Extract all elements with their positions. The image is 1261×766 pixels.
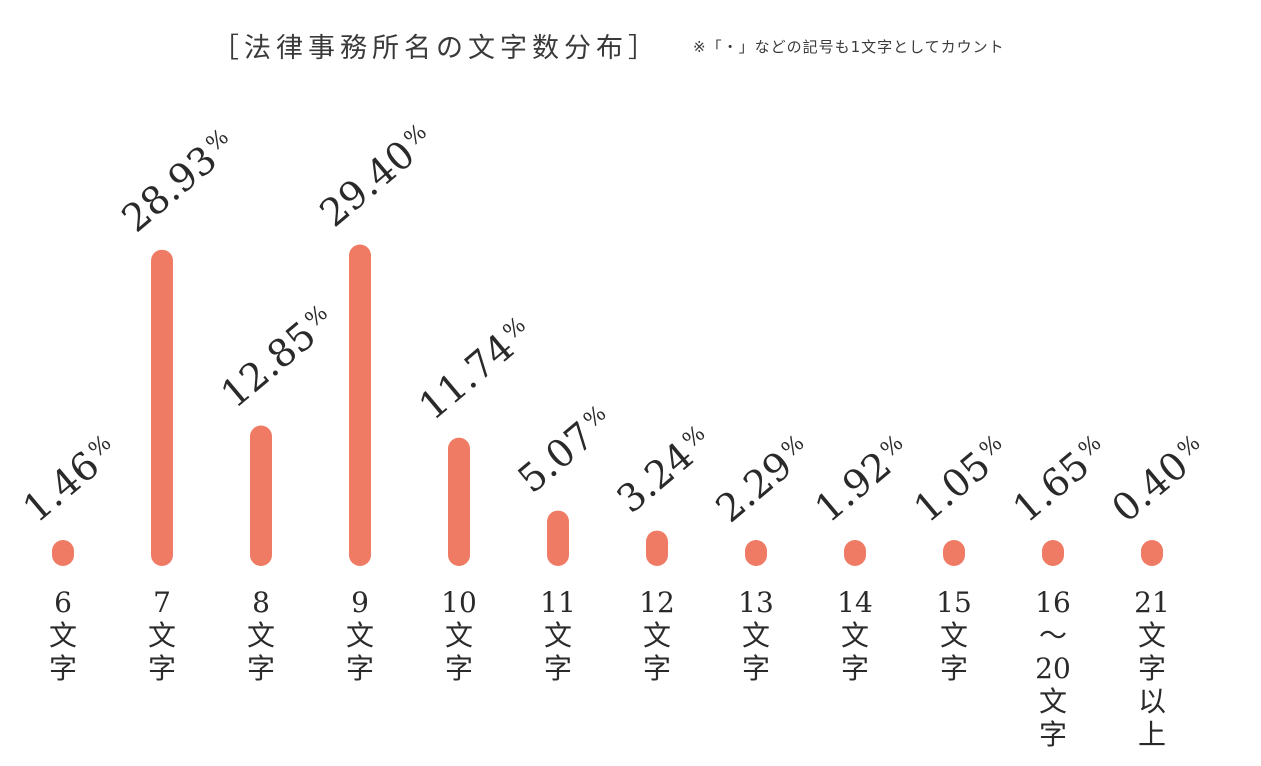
value-number: 11.74	[411, 325, 523, 429]
value-label-3: 29.40%	[312, 116, 442, 235]
value-label-2: 12.85%	[213, 297, 343, 416]
value-label-5: 5.07%	[510, 398, 621, 501]
bar-0	[52, 540, 74, 566]
value-label-6: 3.24%	[609, 418, 720, 521]
category-label-11: 21 文字以上	[1134, 586, 1170, 751]
bar-9	[943, 540, 965, 566]
value-label-10: 1.65%	[1005, 427, 1116, 530]
category-label-0: 6 文字	[49, 586, 77, 685]
category-label-2: 8 文字	[247, 586, 275, 685]
value-number: 12.85	[213, 313, 325, 417]
value-number: 29.40	[312, 132, 424, 236]
value-label-7: 2.29%	[708, 427, 819, 530]
bar-6	[646, 530, 668, 566]
value-label-1: 28.93%	[114, 122, 244, 241]
category-label-5: 11 文字	[540, 586, 576, 685]
value-number: 28.93	[114, 137, 226, 241]
bar-1	[151, 249, 173, 566]
bar-8	[844, 540, 866, 566]
bar-7	[745, 540, 767, 566]
category-label-1: 7 文字	[148, 586, 176, 685]
chart-note: ※「・」などの記号も1文字としてカウント	[693, 38, 1005, 56]
category-label-4: 10 文字	[441, 586, 477, 685]
value-label-11: 0.40%	[1104, 427, 1215, 530]
bar-4	[448, 437, 470, 566]
category-label-10: 16 〜 20 文字	[1035, 586, 1071, 751]
value-label-8: 1.92%	[807, 427, 918, 530]
category-label-9: 15 文字	[936, 586, 972, 685]
category-label-6: 12 文字	[639, 586, 675, 685]
bar-5	[547, 510, 569, 566]
bar-2	[250, 425, 272, 566]
chart-title: ［法律事務所名の文字数分布］	[212, 33, 660, 64]
bar-11	[1141, 540, 1163, 566]
bar-10	[1042, 540, 1064, 566]
category-label-8: 14 文字	[837, 586, 873, 685]
chart-header: ［法律事務所名の文字数分布］ ※「・」などの記号も1文字としてカウント	[0, 26, 1261, 66]
category-label-7: 13 文字	[738, 586, 774, 685]
bar-3	[349, 244, 371, 566]
value-label-9: 1.05%	[906, 427, 1017, 530]
value-label-0: 1.46%	[15, 427, 126, 530]
category-label-3: 9 文字	[346, 586, 374, 685]
value-label-4: 11.74%	[411, 310, 541, 429]
